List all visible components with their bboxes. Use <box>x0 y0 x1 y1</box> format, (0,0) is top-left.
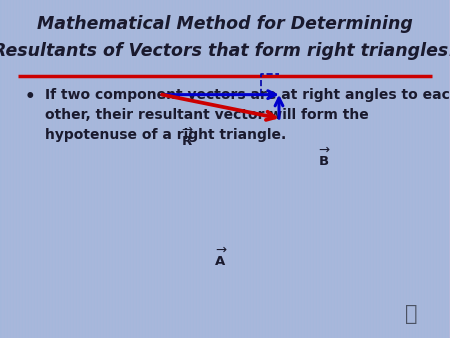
Text: Mathematical Method for Determining: Mathematical Method for Determining <box>37 15 413 33</box>
Text: •: • <box>25 88 36 106</box>
Text: $\rightarrow$
B: $\rightarrow$ B <box>316 143 332 168</box>
Text: $\rightarrow$
A: $\rightarrow$ A <box>213 243 228 268</box>
Text: $\rightarrow$
R: $\rightarrow$ R <box>179 123 194 148</box>
Text: Resultants of Vectors that form right triangles!: Resultants of Vectors that form right tr… <box>0 42 450 60</box>
Text: 🔈: 🔈 <box>405 304 418 324</box>
Text: If two component vectors are at right angles to each
other, their resultant vect: If two component vectors are at right an… <box>45 88 450 142</box>
